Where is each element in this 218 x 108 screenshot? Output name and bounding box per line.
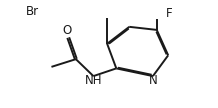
- Text: NH: NH: [85, 74, 102, 87]
- Text: F: F: [166, 7, 172, 20]
- Text: O: O: [62, 24, 72, 37]
- Text: N: N: [149, 74, 158, 87]
- Text: Br: Br: [26, 5, 39, 18]
